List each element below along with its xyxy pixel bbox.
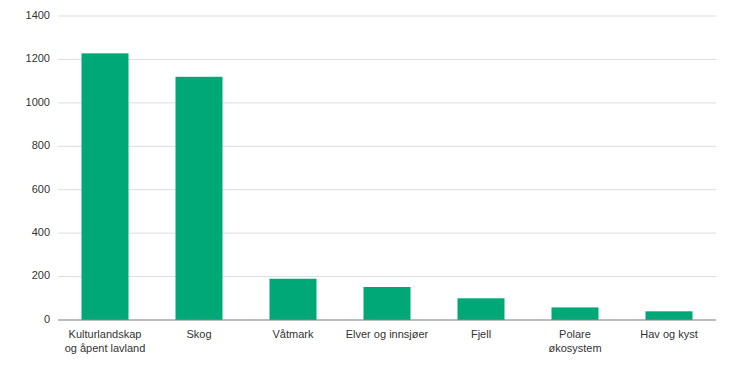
y-tick-label: 0 [44, 313, 50, 325]
bar [82, 53, 129, 320]
y-axis: 0 200 400 600 800 1000 1200 1400 [26, 9, 50, 325]
y-tick-label: 200 [32, 269, 50, 281]
x-axis-line [58, 320, 716, 321]
bar [176, 77, 223, 320]
x-tick-label: Kulturlandskapog åpent lavland [65, 328, 146, 354]
x-axis: Kulturlandskapog åpent lavland Skog Våtmar… [58, 320, 716, 354]
bar [458, 298, 505, 320]
x-tick-label: Fjell [471, 328, 491, 340]
bar [552, 307, 599, 320]
grid-line [58, 189, 716, 190]
bar [270, 279, 317, 320]
x-tick-label: Elver og innsjøer [346, 328, 429, 340]
grid-line [58, 146, 716, 147]
chart: 0 200 400 600 800 1000 1200 1400 Kulturlandskapo… [0, 0, 730, 376]
y-tick-label: 1400 [26, 9, 50, 21]
grid-line [58, 59, 716, 60]
bar [646, 311, 693, 320]
y-grid [58, 16, 716, 320]
y-tick-label: 800 [32, 139, 50, 151]
x-tick-label: Polareøkosystem [548, 328, 601, 354]
y-tick-label: 600 [32, 183, 50, 195]
grid-line [58, 276, 716, 277]
y-tick-label: 1000 [26, 96, 50, 108]
bar [364, 287, 411, 320]
x-tick-label: Våtmark [273, 328, 314, 340]
y-tick-label: 1200 [26, 52, 50, 64]
y-tick-label: 400 [32, 226, 50, 238]
grid-line [58, 16, 716, 17]
x-tick-label: Hav og kyst [640, 328, 697, 340]
grid-line [58, 233, 716, 234]
chart-container: 0 200 400 600 800 1000 1200 1400 Kulturlandskapo… [0, 0, 730, 376]
grid-line [58, 102, 716, 103]
grid-line [58, 320, 716, 321]
x-tick-label: Skog [186, 328, 211, 340]
bars [82, 53, 693, 320]
